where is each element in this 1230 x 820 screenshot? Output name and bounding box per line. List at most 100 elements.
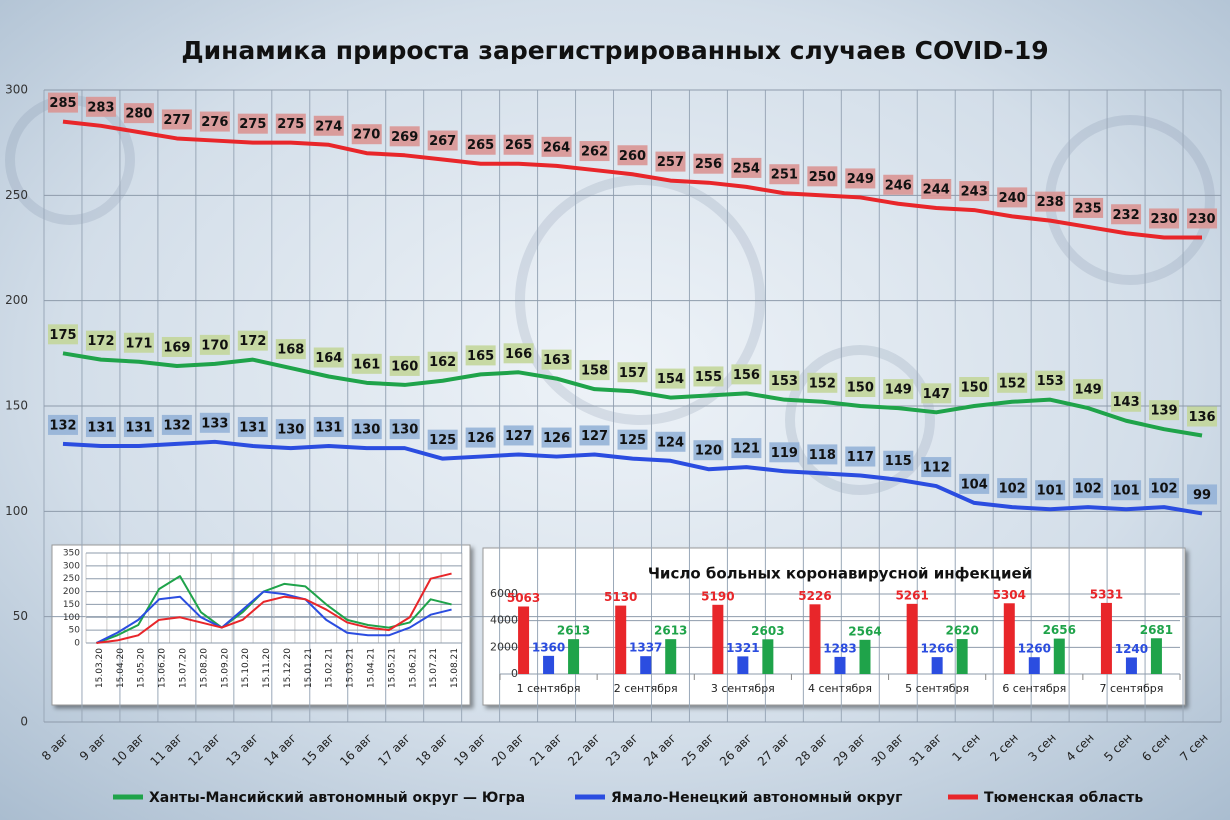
data-label-box (47, 92, 78, 113)
x-tick-label: 15.08.20 (199, 648, 209, 688)
data-label-box (85, 96, 116, 117)
data-label-box (275, 419, 306, 440)
y-tick-label: 200 (63, 587, 80, 597)
data-label-box (465, 134, 496, 155)
data-label: 99 (1193, 488, 1211, 503)
data-label-box (389, 126, 420, 147)
data-label-box (427, 351, 458, 372)
x-tick-label: 15.07.20 (179, 648, 189, 688)
data-label-box (123, 332, 154, 353)
x-tick-label: 15.06.21 (408, 648, 418, 688)
bar (1125, 657, 1137, 674)
bar (568, 639, 580, 674)
data-label: 170 (201, 338, 228, 353)
bar (1150, 638, 1162, 674)
y-tick-label: 150 (63, 600, 80, 610)
data-label-box (351, 419, 382, 440)
x-tick-label: 15.11.20 (262, 648, 272, 688)
series-line (96, 590, 452, 644)
data-label: 161 (353, 357, 380, 372)
data-label: 121 (733, 442, 760, 457)
data-label-box (1035, 370, 1066, 391)
y-tick-label: 100 (5, 504, 28, 518)
x-tick-label: 15.01.21 (304, 648, 314, 688)
data-label-box (579, 141, 610, 162)
series-line (62, 119, 1203, 240)
data-label-box (959, 473, 990, 494)
data-label: 101 (1037, 484, 1064, 499)
x-tick-label: 15.05.21 (387, 648, 397, 688)
data-label-box (199, 334, 230, 355)
data-label: 5261 (895, 588, 928, 602)
data-label: 131 (239, 421, 266, 436)
data-label: 162 (429, 355, 456, 370)
data-label: 246 (885, 178, 912, 193)
data-label-box (1149, 400, 1180, 421)
data-label-box (275, 339, 306, 360)
bar (1003, 603, 1015, 674)
x-tick-label: 15.09.20 (220, 648, 230, 688)
data-label: 240 (999, 191, 1026, 206)
data-label: 238 (1037, 195, 1064, 210)
data-label: 131 (315, 421, 342, 436)
data-label-box (85, 417, 116, 438)
data-label: 264 (543, 140, 570, 155)
data-label: 2603 (751, 624, 784, 638)
data-label-box (655, 431, 686, 452)
data-label: 276 (201, 115, 228, 130)
data-label: 124 (657, 435, 684, 450)
data-label-box (883, 174, 914, 195)
data-label: 2613 (557, 624, 590, 638)
data-label-box (883, 379, 914, 400)
data-label: 249 (847, 172, 874, 187)
data-label-box (1149, 478, 1180, 499)
legend-label: Ханты-Мансийский автономный округ — Югра (149, 790, 525, 806)
data-label-box (161, 336, 192, 357)
y-tick-label: 2000 (490, 640, 518, 653)
data-label: 275 (277, 117, 304, 132)
data-label-box (541, 136, 572, 157)
data-label-box (351, 353, 382, 374)
data-label: 257 (657, 155, 684, 170)
data-label: 130 (353, 423, 380, 438)
data-label-box (123, 417, 154, 438)
data-label-box (351, 124, 382, 145)
data-label-box (389, 355, 420, 376)
x-tick-label: 4 сентября (808, 682, 872, 695)
data-label: 153 (1037, 374, 1064, 389)
y-tick-label: 0 (20, 715, 28, 729)
data-label-box (1187, 406, 1218, 427)
data-label: 101 (1113, 484, 1140, 499)
data-label: 232 (1113, 208, 1140, 223)
data-label: 132 (49, 418, 76, 433)
data-label-box (465, 427, 496, 448)
y-tick-label: 250 (5, 188, 28, 202)
data-label-box (769, 442, 800, 463)
data-label-box (1187, 484, 1218, 505)
y-tick-label: 0 (74, 639, 80, 649)
x-tick-label: 3 сентября (711, 682, 775, 695)
data-label: 262 (581, 145, 608, 160)
data-label: 156 (733, 368, 760, 383)
data-label-box (693, 153, 724, 174)
data-label: 235 (1075, 201, 1102, 216)
bar (859, 639, 871, 674)
legend-label: Тюменская область (984, 790, 1143, 806)
data-label-box (1073, 197, 1104, 218)
data-label: 230 (1188, 212, 1215, 227)
bar (615, 605, 627, 674)
data-label: 1240 (1115, 642, 1148, 656)
data-label-box (1111, 391, 1142, 412)
bar (1100, 602, 1112, 674)
series-line (96, 572, 452, 644)
x-tick-label: 15.02.21 (325, 648, 335, 688)
data-label-box (655, 151, 686, 172)
data-label: 117 (847, 450, 874, 465)
data-label-box (731, 364, 762, 385)
data-label: 157 (619, 366, 646, 381)
data-label: 256 (695, 157, 722, 172)
data-label: 283 (87, 100, 114, 115)
bar (543, 655, 555, 674)
data-label-box (579, 360, 610, 381)
